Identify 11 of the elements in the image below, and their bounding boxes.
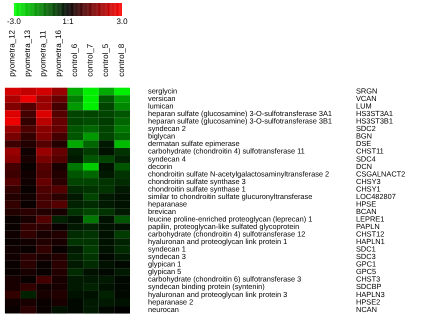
color-bar-label: -3.0 [7,17,22,26]
x-tick-label: pyometra_16 [54,29,64,77]
x-tick-label: control_6 [70,43,79,77]
x-tick-label: pyometra_13 [22,29,32,77]
x-tick-label: control_8 [116,43,126,77]
x-tick-label: pyometra_11 [38,30,48,77]
x-tick-label: pyometra_12 [7,29,16,77]
x-tick-label: control_5 [101,43,110,77]
color-bar-label: 3.0 [116,17,128,26]
x-tick-label: control_7 [86,43,95,77]
color-bar-label: 1:1 [62,17,74,26]
